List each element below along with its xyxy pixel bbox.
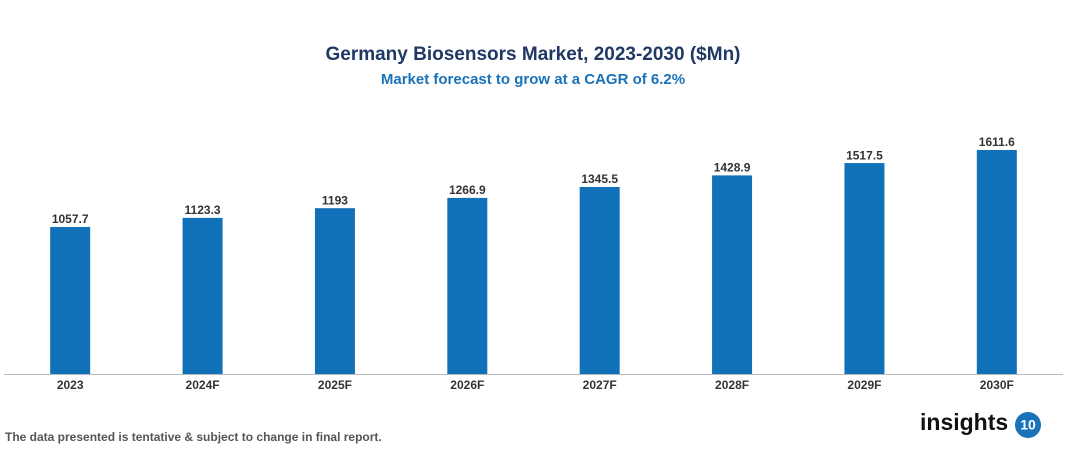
x-tick-label: 2028F [715,378,749,392]
value-label: 1428.9 [714,161,751,175]
bar [447,197,488,374]
x-tick-label: 2023 [57,378,84,392]
x-tick-label: 2025F [318,378,352,392]
bar [579,186,620,374]
chart-title: Germany Biosensors Market, 2023-2030 ($M… [325,44,740,65]
footer-note: The data presented is tentative & subjec… [5,430,382,444]
x-tick-label: 2030F [980,378,1014,392]
value-label: 1345.5 [581,172,618,186]
x-tick-label: 2024F [186,378,220,392]
bar [314,208,355,374]
value-label: 1057.7 [52,212,89,226]
logo-text: insights [920,409,1008,435]
x-tick-label: 2029F [847,378,881,392]
bar [712,175,753,374]
value-label: 1123.3 [185,203,221,217]
bar [50,226,91,374]
bar [976,150,1017,374]
value-label: 1611.6 [979,135,1015,149]
logo-badge [1015,412,1041,438]
value-label: 1517.5 [846,148,883,162]
value-label: 1266.9 [449,183,486,197]
x-tick-label: 2026F [450,378,484,392]
bar [844,163,885,374]
value-label: 1193 [322,193,348,207]
logo-badge-text: 10 [1020,417,1036,433]
bar [182,217,223,374]
x-tick-label: 2027F [583,378,617,392]
chart-subtitle: Market forecast to grow at a CAGR of 6.2… [381,71,685,88]
